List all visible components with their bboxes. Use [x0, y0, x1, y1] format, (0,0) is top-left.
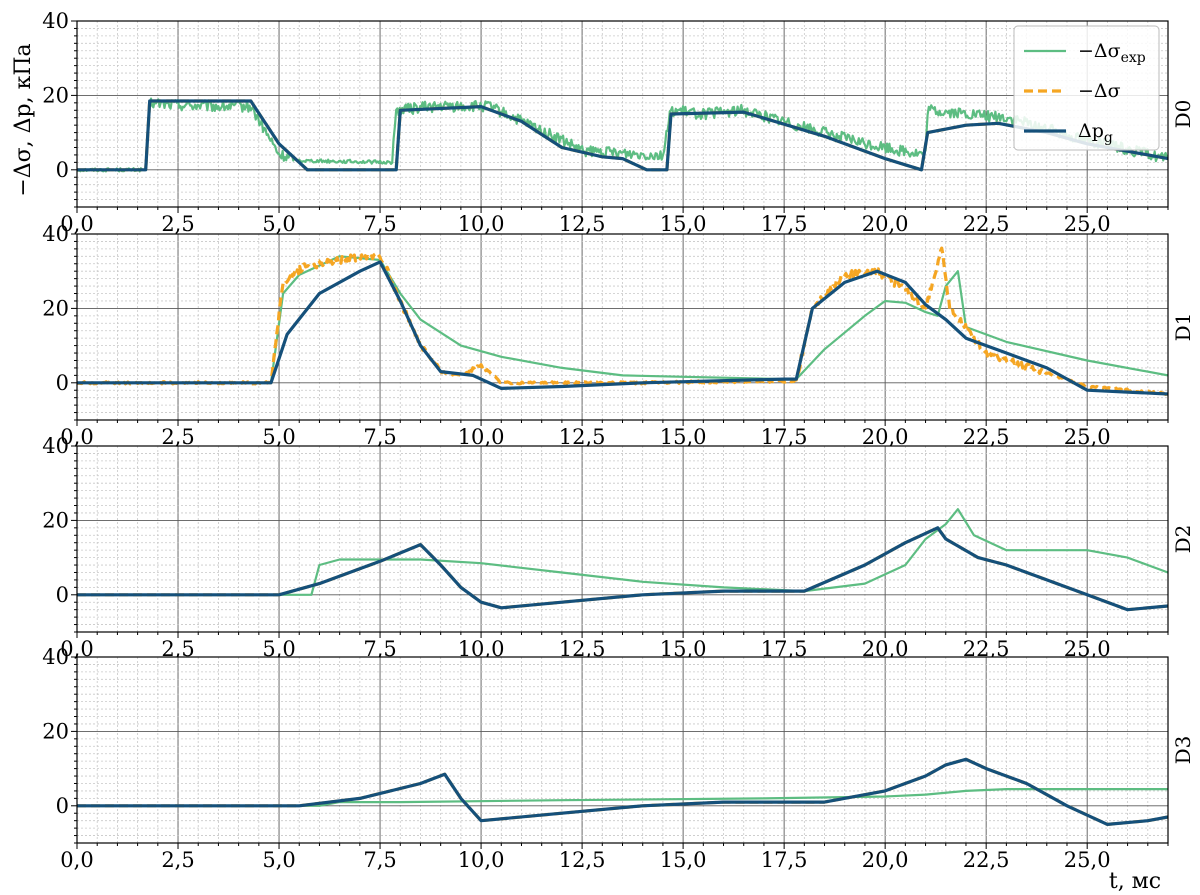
y-tick-label: 40 — [42, 9, 69, 33]
x-tick-label: 10,0 — [458, 425, 505, 449]
legend-label: Δpg — [1078, 120, 1113, 146]
x-tick-label: 12,5 — [559, 848, 606, 872]
y-tick-label: 0 — [56, 371, 69, 395]
x-tick-label: 20,0 — [862, 848, 909, 872]
y-tick-label: 20 — [42, 719, 69, 743]
panels: 0,0 2,5 5,0 7,5 10,0 12,5 15,0 17,5 20,0 22,5 25,0… — [42, 9, 1195, 872]
x-tick-label: 10,0 — [458, 212, 505, 236]
y-tick-label: 40 — [42, 645, 69, 669]
panel-d2: 0,0 2,5 5,0 7,5 10,0 12,5 15,0 17,5 20,0 22,5 25,0… — [42, 434, 1195, 661]
legend-label-sub: g — [1104, 130, 1113, 146]
y-tick-label: 20 — [42, 296, 69, 320]
x-tick-label: 0,0 — [60, 425, 93, 449]
x-tick-label: 20,0 — [862, 425, 909, 449]
plot-frame — [76, 233, 1169, 421]
x-tick-label: 10,0 — [458, 848, 505, 872]
x-tick-label: 17,5 — [761, 848, 808, 872]
x-tick-label: 15,0 — [660, 848, 707, 872]
x-tick-label: 22,5 — [963, 848, 1010, 872]
x-tick-label: 2,5 — [161, 848, 194, 872]
x-tick-label: 25,0 — [1064, 425, 1111, 449]
panel-label: D3 — [1171, 736, 1195, 765]
x-tick-label: 20,0 — [862, 212, 909, 236]
y-axis-label: −Δσ, Δp, кПа — [11, 43, 36, 196]
series-line-exp — [77, 508, 1168, 596]
legend-label-main: −Δσ — [1078, 40, 1121, 62]
panel-d1: 0,0 2,5 5,0 7,5 10,0 12,5 15,0 17,5 20,0 22,5 25,0… — [42, 222, 1195, 449]
panel-label: D0 — [1171, 100, 1195, 129]
plot-frame — [76, 445, 1169, 633]
legend-label: −Δσ — [1078, 80, 1121, 102]
series-group — [77, 97, 1168, 173]
y-tick-label: 0 — [56, 794, 69, 818]
x-tick-label: 17,5 — [761, 425, 808, 449]
x-tick-label: 2,5 — [161, 212, 194, 236]
panel-label: D1 — [1171, 313, 1195, 342]
x-tick-label: 15,0 — [660, 212, 707, 236]
x-tick-label: 2,5 — [161, 425, 194, 449]
x-tick-label: 22,5 — [963, 425, 1010, 449]
y-tick-label: 0 — [56, 158, 69, 182]
x-axis-label: t, мс — [1109, 869, 1161, 894]
x-tick-label: 15,0 — [660, 425, 707, 449]
series-line-pg — [77, 99, 1168, 172]
legend-box — [1013, 25, 1160, 151]
y-tick-label: 40 — [42, 434, 69, 458]
series-line-exp — [77, 788, 1168, 807]
y-tick-label: 20 — [42, 508, 69, 532]
series-line-pg — [77, 757, 1168, 826]
x-tick-label: 12,5 — [559, 425, 606, 449]
legend-label-sub: exp — [1121, 50, 1146, 66]
x-tick-label: 12,5 — [559, 212, 606, 236]
x-tick-label: 7,5 — [363, 425, 396, 449]
x-tick-label: 5,0 — [262, 848, 295, 872]
panel-d0: 0,0 2,5 5,0 7,5 10,0 12,5 15,0 17,5 20,0 22,5 25,0… — [42, 9, 1195, 236]
x-tick-label: 25,0 — [1064, 848, 1111, 872]
legend-label-main: Δp — [1078, 120, 1104, 142]
series-group — [77, 508, 1168, 612]
y-tick-label: 0 — [56, 583, 69, 607]
x-tick-label: 5,0 — [262, 212, 295, 236]
x-tick-label: 7,5 — [363, 212, 396, 236]
panel-label: D2 — [1171, 525, 1195, 554]
x-tick-label: 5,0 — [262, 425, 295, 449]
series-group — [77, 757, 1168, 826]
x-tick-label: 25,0 — [1064, 212, 1111, 236]
x-tick-label: 0,0 — [60, 212, 93, 236]
legend-label-main: −Δσ — [1078, 80, 1121, 102]
series-line-pg — [77, 526, 1168, 612]
series-line-exp — [77, 97, 1168, 173]
series-line-pg — [77, 260, 1168, 396]
y-tick-label: 20 — [42, 83, 69, 107]
x-tick-label: 0,0 — [60, 848, 93, 872]
panel-d3: 0,0 2,5 5,0 7,5 10,0 12,5 15,0 17,5 20,0 22,5 25,0… — [42, 645, 1195, 872]
x-tick-label: 17,5 — [761, 212, 808, 236]
grid — [76, 656, 1169, 844]
plot-frame — [76, 656, 1169, 844]
x-tick-label: 22,5 — [963, 212, 1010, 236]
plot-frame — [76, 20, 1169, 208]
legend-label: −Δσexp — [1078, 40, 1146, 66]
x-tick-label: 7,5 — [363, 848, 396, 872]
y-tick-label: 40 — [42, 222, 69, 246]
series-group — [77, 246, 1168, 396]
